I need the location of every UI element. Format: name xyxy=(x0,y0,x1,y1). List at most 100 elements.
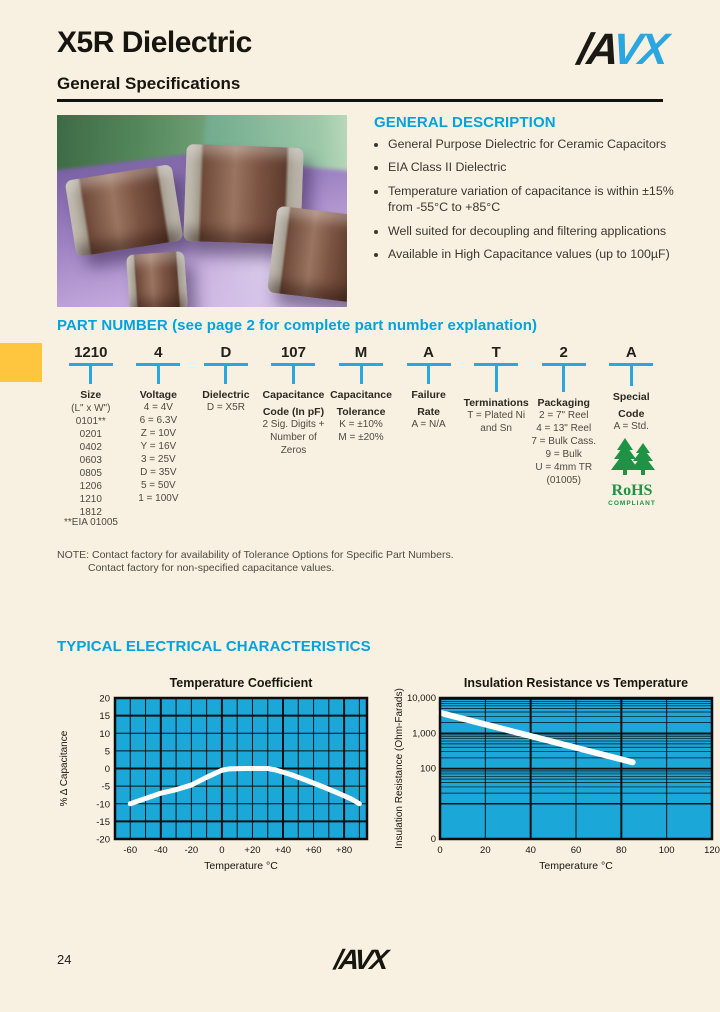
column-option: 1206 xyxy=(79,481,102,492)
column-option: 1 = 100V xyxy=(138,493,179,504)
column-label: Tolerance xyxy=(336,406,386,418)
segment-connector-line xyxy=(629,366,633,386)
segment-underline xyxy=(203,363,248,366)
column-option: 4 = 4V xyxy=(143,402,173,413)
segment-underline xyxy=(406,363,451,366)
svg-text:+80: +80 xyxy=(336,845,352,856)
svg-text:0: 0 xyxy=(219,845,224,856)
capacitor-chip-4 xyxy=(267,205,347,304)
svg-text:20: 20 xyxy=(480,845,491,856)
svg-text:Temperature °C: Temperature °C xyxy=(539,860,613,872)
svg-text:+20: +20 xyxy=(244,845,260,856)
column-option: U = 4mm TR xyxy=(535,462,593,473)
part-number-column-failure-rate: A Failure Rate A = N/A xyxy=(395,344,463,519)
factory-note: NOTE: Contact factory for availability o… xyxy=(57,549,454,575)
svg-text:-10: -10 xyxy=(96,799,110,810)
column-option: (01005) xyxy=(546,475,581,486)
svg-text:Insulation Resistance vs Tempe: Insulation Resistance vs Temperature xyxy=(464,676,688,690)
segment-underline xyxy=(339,363,384,366)
column-option: 3 = 25V xyxy=(140,454,176,465)
svg-text:10,000: 10,000 xyxy=(407,693,436,704)
column-option: 1812 xyxy=(79,507,102,518)
column-option: 4 = 13" Reel xyxy=(536,423,592,434)
part-number-segment: 2 xyxy=(559,344,568,361)
part-number-segment: M xyxy=(354,344,368,361)
segment-connector-line xyxy=(562,366,566,392)
column-label: Rate xyxy=(417,406,440,418)
avx-logo-vx: VX xyxy=(609,25,668,74)
svg-text:-40: -40 xyxy=(154,845,168,856)
section-index-tab xyxy=(0,343,42,382)
part-number-column-size: 1210 Size (L" x W") 0101** 0201 0402 0603 0805 1… xyxy=(57,344,125,519)
avx-logo: /AVX xyxy=(575,25,668,74)
column-label: Terminations xyxy=(463,397,529,409)
svg-text:-60: -60 xyxy=(123,845,137,856)
svg-text:% Δ Capacitance: % Δ Capacitance xyxy=(59,730,70,806)
column-option: K = ±10% xyxy=(339,419,383,430)
rohs-compliant-label: COMPLIANT xyxy=(608,500,656,507)
part-number-segment: A xyxy=(423,344,435,361)
segment-underline xyxy=(271,363,316,366)
header-divider xyxy=(57,99,663,102)
part-number-column-capacitance-code: 107 Capacitance Code (In pF) 2 Sig. Digits … xyxy=(260,344,328,519)
eia-footnote: **EIA 01005 xyxy=(64,517,118,528)
chart-canvas: Insulation Resistance vs Temperature 0 20 4… xyxy=(394,676,720,872)
capacitor-chip-3 xyxy=(126,251,188,307)
factory-note-line1: NOTE: Contact factory for availability o… xyxy=(57,549,454,561)
svg-text:0: 0 xyxy=(431,834,436,845)
segment-underline xyxy=(68,363,113,366)
part-number-column-packaging: 2 Packaging 2 = 7" Reel 4 = 13" Reel 7 = Bul… xyxy=(530,344,598,519)
svg-text:120: 120 xyxy=(704,845,720,856)
column-option: 7 = Bulk Cass. xyxy=(531,436,597,447)
segment-connector-line xyxy=(359,366,363,384)
svg-text:10: 10 xyxy=(99,729,110,740)
column-option: D = 35V xyxy=(140,467,177,478)
segment-underline xyxy=(136,363,181,366)
page-number: 24 xyxy=(57,952,72,967)
factory-note-line2: Contact factory for non-specified capaci… xyxy=(88,562,335,574)
column-option: 0101** xyxy=(75,416,106,427)
column-option: 5 = 50V xyxy=(140,480,176,491)
svg-text:20: 20 xyxy=(99,694,110,705)
column-option: M = ±20% xyxy=(338,432,384,443)
rohs-label: RoHS xyxy=(611,482,653,499)
column-label: Code (In pF) xyxy=(262,406,325,418)
column-label: Failure xyxy=(411,389,446,401)
description-bullet: Well suited for decoupling and filtering… xyxy=(388,223,688,239)
svg-text:-20: -20 xyxy=(184,845,198,856)
column-option: 6 = 6.3V xyxy=(139,415,178,426)
segment-connector-line xyxy=(156,366,160,384)
chart-canvas: Temperature Coefficient -60 -40 -20 0 +20 +40 +… xyxy=(59,676,369,872)
part-number-segment: T xyxy=(491,344,501,361)
avx-logo-slash-a: /A xyxy=(575,25,615,74)
part-number-segment: D xyxy=(220,344,232,361)
temperature-coefficient-chart: Temperature Coefficient -60 -40 -20 0 +20 +40 +… xyxy=(55,674,390,884)
column-sublabel: (L" x W") xyxy=(71,403,111,414)
column-option: T = Plated Ni xyxy=(467,410,526,421)
column-label: Size xyxy=(80,389,102,401)
part-number-column-terminations: T Terminations T = Plated Ni and Sn xyxy=(462,344,530,519)
description-bullet: EIA Class II Dielectric xyxy=(388,159,688,175)
general-description-heading: GENERAL DESCRIPTION xyxy=(374,114,556,131)
segment-connector-line xyxy=(224,366,228,384)
column-label: Capacitance xyxy=(262,389,325,401)
rohs-trees-icon xyxy=(611,438,655,475)
data-line xyxy=(127,766,362,807)
svg-text:+60: +60 xyxy=(305,845,321,856)
column-label: Dielectric xyxy=(202,389,250,401)
svg-text:15: 15 xyxy=(99,711,110,722)
part-number-column-capacitance-tolerance: M Capacitance Tolerance K = ±10% M = ±20% xyxy=(327,344,395,519)
data-line xyxy=(437,709,636,766)
page-subtitle: General Specifications xyxy=(57,74,241,93)
column-label: Capacitance xyxy=(330,389,392,401)
electrical-characteristics-heading: TYPICAL ELECTRICAL CHARACTERISTICS xyxy=(57,638,371,655)
column-option: Number of xyxy=(270,432,317,443)
svg-text:80: 80 xyxy=(616,845,627,856)
svg-text:60: 60 xyxy=(571,845,582,856)
svg-text:100: 100 xyxy=(420,764,436,775)
rohs-compliant-badge: RoHS COMPLIANT xyxy=(601,437,663,507)
part-number-segment: A xyxy=(625,344,637,361)
svg-text:0: 0 xyxy=(105,764,110,775)
segment-connector-line xyxy=(494,366,498,392)
